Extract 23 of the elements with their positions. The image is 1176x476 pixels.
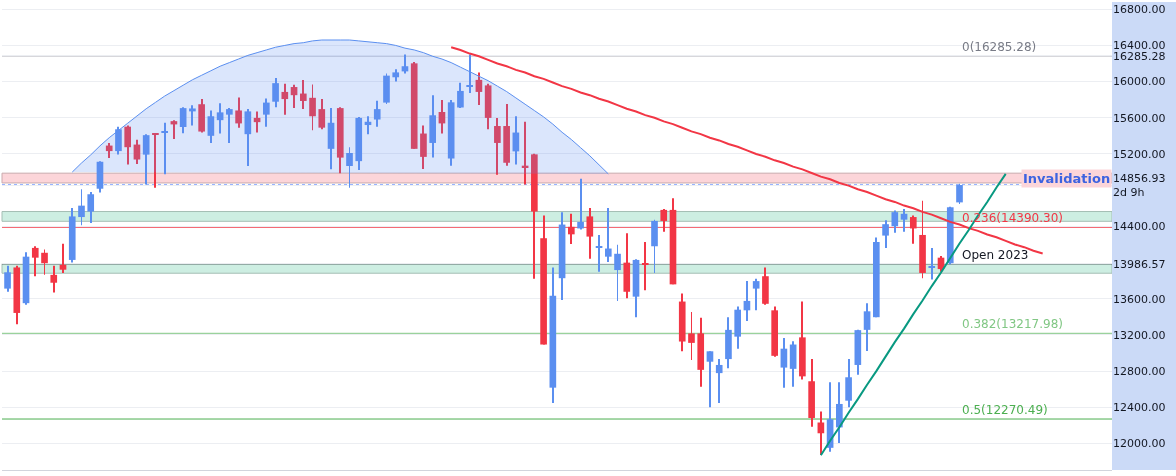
y-tick-label: 12000.00 <box>1113 437 1166 451</box>
candlestick <box>595 234 603 272</box>
y-tick-label: 14400.00 <box>1113 220 1166 234</box>
ref-line-label: Open 2023 <box>962 248 1029 262</box>
ref-line-label: 0.382(13217.98) <box>962 317 1063 331</box>
candlestick <box>161 122 168 175</box>
y-tick-label: 12400.00 <box>1113 401 1166 415</box>
y-tick-label: 15200.00 <box>1113 147 1166 161</box>
y-tick-label: 15600.00 <box>1113 111 1166 125</box>
y-tick-label: 16800.00 <box>1113 3 1166 17</box>
candlestick <box>641 242 649 291</box>
candlestick <box>152 133 159 188</box>
candlestick <box>928 247 936 280</box>
candlestick <box>466 54 473 93</box>
y-tick-label: 13600.00 <box>1113 292 1166 306</box>
y-tick-label: 16000.00 <box>1113 75 1166 89</box>
y-tick-label: 12800.00 <box>1113 364 1166 378</box>
y-tick-label: 13200.00 <box>1113 328 1166 342</box>
ref-line-label: 0(16285.28) <box>962 40 1037 54</box>
band-label: Invalidation <box>1023 171 1111 186</box>
ref-line-label: 0.5(12270.49) <box>962 403 1048 417</box>
y-tick-label: 13986.57 <box>1113 257 1166 271</box>
y-tick-label: 14856.93 2d 9h <box>1113 171 1166 200</box>
